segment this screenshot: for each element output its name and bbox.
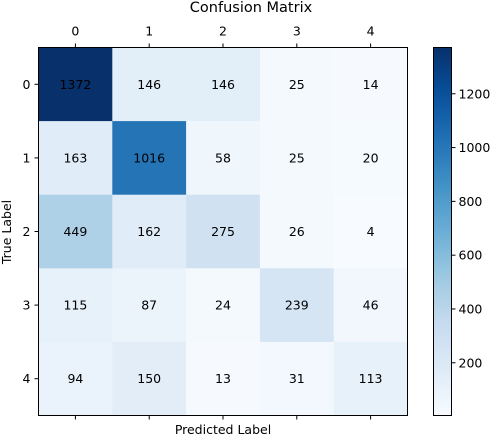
cell-value-label: 275 bbox=[211, 224, 235, 239]
cell-value-label: 46 bbox=[363, 298, 379, 313]
x-tick-label: 2 bbox=[219, 24, 227, 39]
heatmap-cell bbox=[186, 121, 261, 196]
cell-value-label: 20 bbox=[363, 150, 379, 165]
y-tick-label: 1 bbox=[23, 150, 31, 165]
heatmap-cell bbox=[186, 194, 261, 269]
cell-value-label: 13 bbox=[215, 371, 231, 386]
colorbar-tick-label: 400 bbox=[459, 301, 483, 316]
heatmap-cell bbox=[333, 268, 408, 343]
heatmap-cell bbox=[333, 121, 408, 196]
x-tick-label: 1 bbox=[145, 24, 153, 39]
heatmap-cell bbox=[333, 47, 408, 122]
cell-value-label: 1016 bbox=[133, 150, 165, 165]
heatmap-cell bbox=[38, 47, 113, 122]
cell-value-label: 146 bbox=[211, 77, 235, 92]
cell-value-label: 163 bbox=[63, 150, 87, 165]
cell-value-label: 87 bbox=[141, 298, 157, 313]
heatmap-cell bbox=[259, 194, 335, 269]
cell-value-label: 25 bbox=[289, 77, 305, 92]
heatmap-cell bbox=[186, 47, 261, 122]
colorbar-tick-label: 600 bbox=[459, 248, 483, 263]
y-axis-ticks: 0 1 2 3 4 bbox=[23, 77, 39, 386]
heatmap-cell bbox=[112, 47, 187, 122]
heatmap-cell bbox=[333, 194, 408, 269]
colorbar-tick-label: 1200 bbox=[459, 86, 491, 101]
x-axis-label: Predicted Label bbox=[175, 422, 271, 437]
cell-value-label: 25 bbox=[289, 150, 305, 165]
heatmap-cell bbox=[112, 341, 187, 416]
cell-value-label: 162 bbox=[137, 224, 161, 239]
heatmap-cell bbox=[259, 268, 335, 343]
x-tick-label: 4 bbox=[367, 24, 375, 39]
heatmap-cell bbox=[38, 341, 113, 416]
heatmap-cell bbox=[259, 341, 335, 416]
colorbar bbox=[433, 47, 452, 416]
heatmap-cell bbox=[186, 268, 261, 343]
colorbar-tick-label: 1000 bbox=[459, 140, 491, 155]
cell-value-label: 150 bbox=[137, 371, 161, 386]
heatmap-cell bbox=[259, 121, 335, 196]
y-tick-label: 3 bbox=[23, 298, 31, 313]
cell-value-label: 4 bbox=[367, 224, 375, 239]
heatmap-cell bbox=[112, 194, 187, 269]
y-tick-label: 0 bbox=[23, 77, 31, 92]
cell-value-label: 94 bbox=[67, 371, 83, 386]
y-axis-label: True Label bbox=[0, 200, 14, 265]
heatmap-cell bbox=[112, 121, 187, 196]
heatmap-cells bbox=[38, 47, 408, 416]
heatmap-cell bbox=[259, 47, 335, 122]
cell-value-label: 58 bbox=[215, 150, 231, 165]
cell-value-label: 239 bbox=[285, 298, 309, 313]
cell-value-label: 26 bbox=[289, 224, 305, 239]
heatmap-cell-labels: 1372 146 146 25 14 163 1016 58 25 20 449 162 275 26 4 1… bbox=[59, 77, 382, 386]
cell-value-label: 24 bbox=[215, 298, 231, 313]
heatmap-cell bbox=[38, 268, 113, 343]
cell-value-label: 31 bbox=[289, 371, 305, 386]
colorbar-ticks: 200 400 600 800 1000 1200 bbox=[451, 86, 491, 370]
colorbar-tick-label: 200 bbox=[459, 355, 483, 370]
cell-value-label: 113 bbox=[359, 371, 383, 386]
x-tick-label: 3 bbox=[293, 24, 301, 39]
cell-value-label: 115 bbox=[63, 298, 87, 313]
x-axis-ticks: 0 1 2 3 4 bbox=[71, 24, 375, 420]
cell-value-label: 449 bbox=[63, 224, 87, 239]
heatmap-cell bbox=[38, 121, 113, 196]
heatmap-cell bbox=[333, 341, 408, 416]
cell-value-label: 146 bbox=[137, 77, 161, 92]
heatmap-cell bbox=[38, 194, 113, 269]
heatmap-cell bbox=[186, 341, 261, 416]
heatmap-cell bbox=[112, 268, 187, 343]
cell-value-label: 1372 bbox=[59, 77, 91, 92]
x-tick-label: 0 bbox=[71, 24, 79, 39]
y-tick-label: 4 bbox=[23, 371, 31, 386]
colorbar-tick-label: 800 bbox=[459, 194, 483, 209]
chart-title: Confusion Matrix bbox=[190, 0, 313, 16]
cell-value-label: 14 bbox=[363, 77, 379, 92]
y-tick-label: 2 bbox=[23, 224, 31, 239]
